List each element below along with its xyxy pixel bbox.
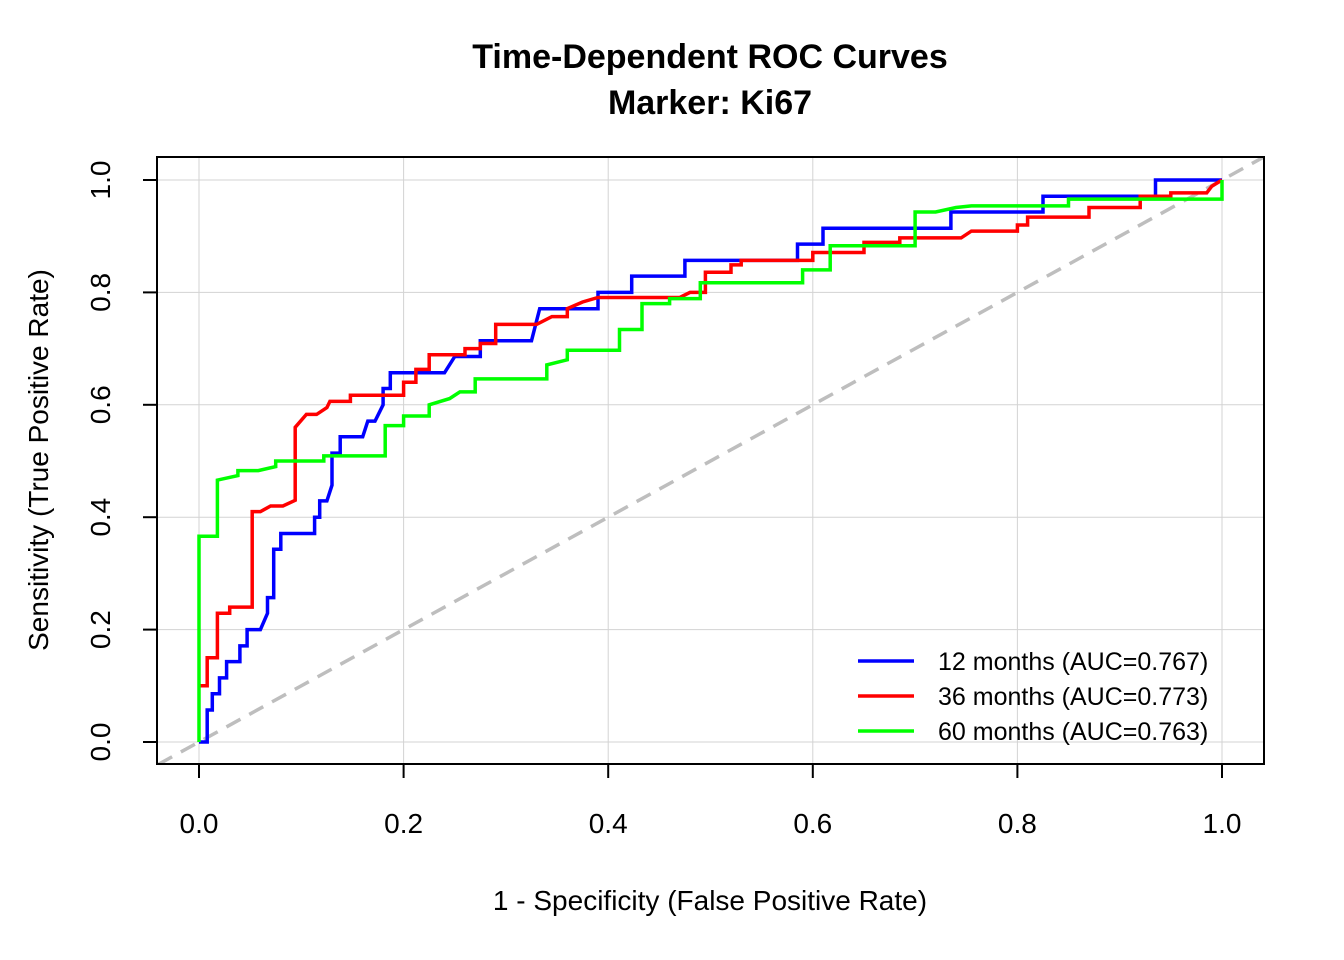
x-axis: 0.0 0.2 0.4 0.6 0.8 1.0 [180,764,1242,839]
legend-label-3: 60 months (AUC=0.763) [938,718,1208,746]
grid [157,157,1264,764]
legend-label-1: 12 months (AUC=0.767) [938,648,1208,676]
x-tick-label: 0.8 [998,808,1037,839]
x-tick-label: 1.0 [1203,808,1242,839]
x-axis-label: 1 - Specificity (False Positive Rate) [493,885,927,916]
y-axis: 0.0 0.2 0.4 0.6 0.8 1.0 [85,161,157,762]
series-line-3 [197,180,1224,742]
plot-frame [156,156,1265,765]
series-line-1 [199,178,1222,744]
reference-diagonal-line [157,157,1264,764]
y-tick-label: 0.8 [85,273,116,312]
y-tick-label: 0.4 [85,498,116,537]
series-layer [197,178,1224,744]
y-tick-label: 0.0 [85,723,116,762]
y-tick-label: 0.6 [85,385,116,424]
y-tick-label: 0.2 [85,610,116,649]
chart-title: Time-Dependent ROC Curves [472,38,947,76]
y-axis-label: Sensitivity (True Positive Rate) [23,269,54,651]
series-line-2 [199,178,1223,688]
legend: 12 months (AUC=0.767) 36 months (AUC=0.77… [858,648,1208,746]
chart-subtitle: Marker: Ki67 [608,84,812,122]
x-tick-label: 0.6 [793,808,832,839]
y-tick-label: 1.0 [85,161,116,200]
x-tick-label: 0.0 [180,808,219,839]
x-tick-label: 0.4 [589,808,628,839]
legend-label-2: 36 months (AUC=0.773) [938,683,1208,711]
x-tick-label: 0.2 [384,808,423,839]
